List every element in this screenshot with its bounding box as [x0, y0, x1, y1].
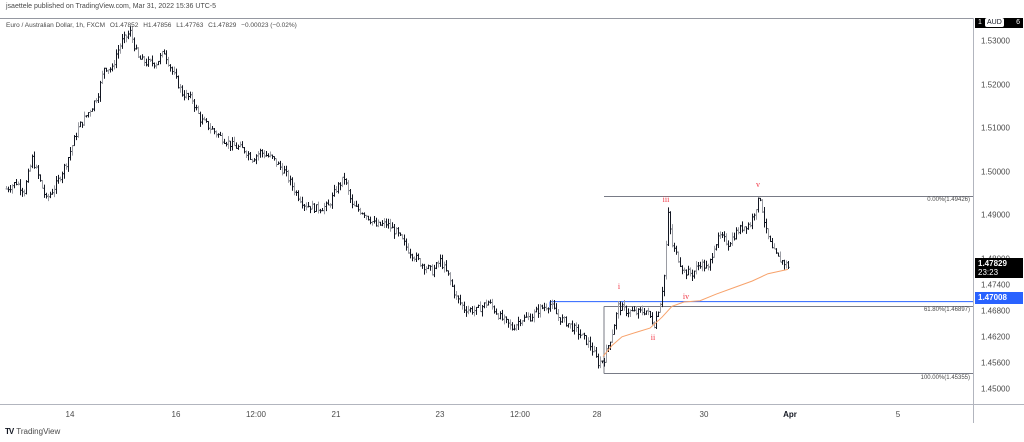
elliott-wave-label: iii — [662, 194, 670, 204]
price-plot[interactable] — [0, 18, 973, 404]
price-tick: 1.46800 — [981, 306, 1010, 316]
legend-change: −0.00023 (−0.02%) — [241, 22, 297, 29]
currency-badge[interactable]: 1 AUD 6 — [975, 18, 1023, 28]
footer: TV TradingView — [5, 427, 60, 436]
elliott-wave-label: iv — [682, 291, 690, 301]
elliott-wave-label: i — [617, 281, 621, 291]
price-tick: 1.52000 — [981, 80, 1010, 89]
fib-level-label: 0.00%(1.49426) — [927, 197, 970, 204]
time-tick: 23 — [435, 410, 445, 419]
fib-level-label: 100.00%(1.45355) — [920, 374, 970, 381]
fib-level-label: 61.80%(1.46897) — [923, 307, 970, 314]
price-tick: 1.53000 — [981, 36, 1010, 46]
elliott-wave-label: ii — [650, 332, 656, 342]
time-axis[interactable]: 14 16 12:00 21 23 12:00 28 30 Apr 5 — [0, 404, 973, 423]
time-tick: 12:00 — [245, 410, 267, 419]
elliott-wave-label: v — [756, 180, 760, 190]
time-tick: Apr — [783, 410, 797, 419]
last-price-value: 1.47829 — [978, 259, 1007, 268]
price-tick: 1.50000 — [981, 167, 1010, 176]
currency-badge-left: 1 — [978, 19, 982, 26]
price-tick: 1.47400 — [981, 280, 1010, 290]
currency-label: AUD — [985, 18, 1004, 27]
legend-high: H1.47856 — [143, 22, 172, 29]
price-axis[interactable]: 1.450001.456001.462001.468001.474001.480… — [973, 18, 1024, 404]
price-tick: 1.51000 — [981, 123, 1010, 133]
time-tick: 16 — [171, 410, 181, 419]
time-tick: 12:00 — [509, 410, 531, 419]
chart-top-border — [0, 18, 973, 19]
symbol-legend: Euro / Australian Dollar, 1h, FXCM O1.47… — [6, 22, 300, 29]
time-tick: 14 — [65, 410, 75, 419]
moving-average-line — [602, 268, 789, 357]
last-price-tag: 1.47829 23:23 — [975, 258, 1023, 278]
time-tick: 21 — [331, 410, 341, 419]
legend-symbol: Euro / Australian Dollar, 1h, FXCM — [6, 22, 105, 29]
time-tick: 28 — [592, 410, 602, 419]
time-tick: 30 — [699, 410, 709, 419]
legend-low: L1.47763 — [176, 22, 204, 29]
bar-countdown: 23:23 — [978, 268, 999, 277]
price-tick: 1.46200 — [981, 332, 1010, 342]
tradingview-logo-icon: TV — [5, 427, 14, 436]
price-tick: 1.45600 — [981, 358, 1010, 368]
chart-pane[interactable]: Euro / Australian Dollar, 1h, FXCM O1.47… — [0, 18, 1024, 423]
tradingview-brand: TradingView — [16, 427, 61, 436]
price-tick: 1.45000 — [981, 384, 1010, 394]
level-price-tag: 1.47008 — [975, 292, 1023, 304]
legend-open: O1.47852 — [109, 22, 139, 29]
currency-badge-right: 6 — [1016, 19, 1020, 26]
time-tick: 5 — [895, 410, 901, 419]
axis-corner — [973, 404, 1024, 423]
price-tick: 1.49000 — [981, 210, 1010, 220]
publisher-line: jsaettele published on TradingView.com, … — [6, 3, 216, 10]
legend-close: C1.47829 — [208, 22, 237, 29]
